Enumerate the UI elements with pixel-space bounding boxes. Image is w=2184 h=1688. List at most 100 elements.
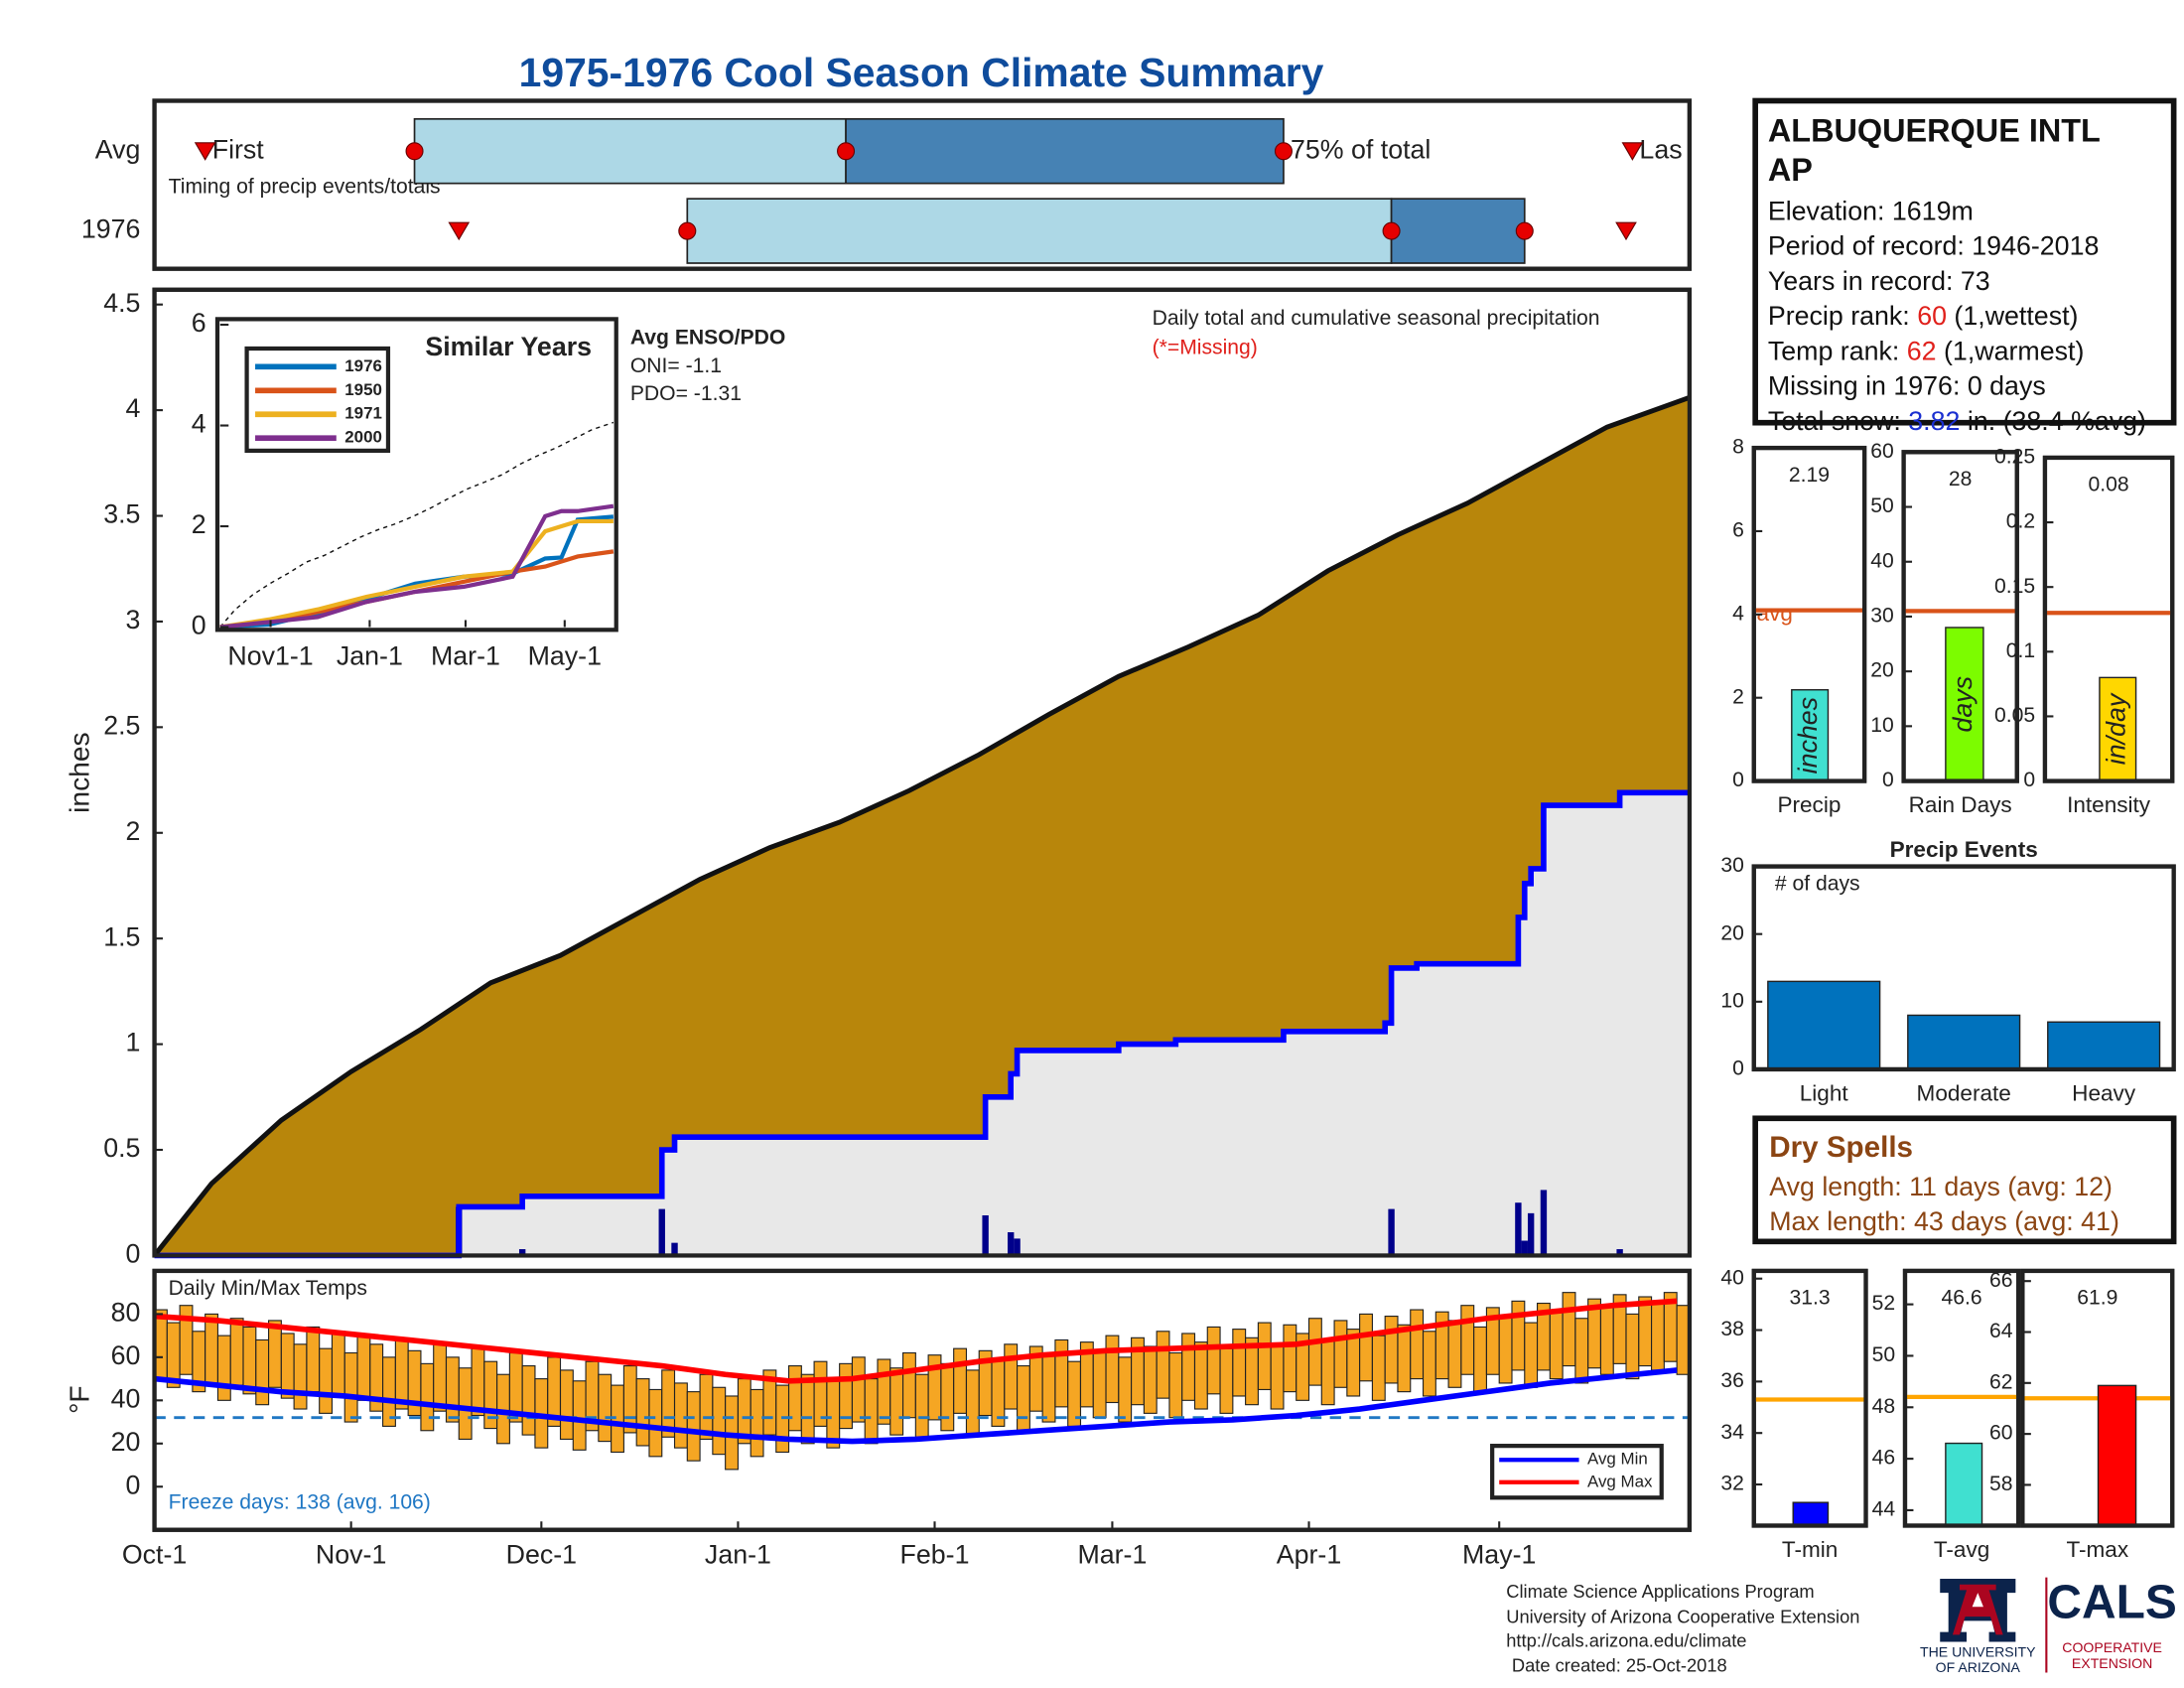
legend-box	[244, 346, 391, 454]
y-tick-label: 0.2	[2006, 510, 2035, 533]
inset-series-line	[219, 549, 614, 630]
temp-range-bar	[1447, 1320, 1462, 1388]
temp-range-bar	[648, 1388, 663, 1458]
legend-label: Avg Max	[1587, 1472, 1653, 1490]
temp-range-bar	[1384, 1316, 1399, 1384]
y-tick-label: 46	[1872, 1447, 1896, 1470]
y-tick-label: 34	[1720, 1421, 1744, 1444]
y-tick-label: 0.5	[103, 1133, 140, 1163]
x-tick-label: Light	[1800, 1080, 1849, 1105]
legend-label: 2000	[344, 428, 382, 447]
enso-title: Avg ENSO/PDO	[630, 327, 786, 350]
bar-frame	[1751, 864, 2176, 1072]
temp-range-bar	[1257, 1322, 1272, 1391]
logo-text: OF ARIZONA	[1936, 1659, 2021, 1675]
timing-dot	[1274, 142, 1293, 161]
summary-bar	[1791, 689, 1830, 782]
daily-precip-bar	[658, 1208, 665, 1256]
value-label: 2.19	[1789, 464, 1830, 487]
avg-temp-line	[154, 1298, 1678, 1384]
enso-oni: ONI= -1.1	[630, 354, 722, 377]
y-tick-label: 20	[1720, 921, 1743, 944]
y-tick-label: 44	[1872, 1498, 1896, 1521]
timing-triangle	[1621, 142, 1644, 161]
temp-range-bar	[1004, 1343, 1019, 1410]
page-title: 1975-1976 Cool Season Climate Summary	[519, 50, 1324, 95]
y-tick-label: 0.15	[1994, 575, 2035, 598]
unit-label: in/day	[2101, 692, 2130, 765]
legend-label: Avg Min	[1587, 1450, 1648, 1469]
temp-range-bar	[787, 1364, 802, 1432]
inset-frame	[214, 317, 618, 633]
y-tick-label: 80	[111, 1297, 141, 1327]
y-tick-label: 2	[1732, 685, 1744, 708]
logo-text: COOPERATIVE	[2062, 1639, 2162, 1655]
y-tick-label: 0.25	[1994, 446, 2035, 469]
y-tick-label: 0	[192, 611, 206, 640]
legend-label: 1976	[344, 356, 382, 375]
temp-range-bar	[1307, 1318, 1322, 1386]
temp-range-bar	[1156, 1331, 1170, 1399]
y-tick-label: 20	[111, 1427, 141, 1457]
temp-rank: Temp rank: 62 (1,warmest)	[1768, 335, 2160, 369]
y-tick-label: 48	[1872, 1395, 1896, 1418]
temp-range-bar	[1206, 1326, 1221, 1395]
temp-range-bar	[1270, 1343, 1285, 1410]
event-bar	[1907, 1014, 2021, 1070]
value-label: 31.3	[1790, 1287, 1831, 1310]
x-tick-label: Heavy	[2072, 1080, 2136, 1105]
value-label: 0.08	[2089, 474, 2129, 496]
y-tick-label: 0	[1882, 769, 1894, 791]
temp-range-bar	[914, 1373, 929, 1441]
y-tick-label: 3.5	[103, 499, 140, 529]
station-text: ALBUQUERQUE INTL AP Elevation: 1619m Per…	[1768, 110, 2177, 439]
summary-bar	[2099, 676, 2137, 782]
temp-range-bar	[471, 1347, 485, 1417]
temp-range-bar	[1460, 1305, 1475, 1375]
summary-bar	[1792, 1501, 1830, 1527]
avg-label: avg	[1757, 601, 1793, 626]
daily-precip-bar	[518, 1249, 526, 1256]
temp-range-bar	[1232, 1329, 1247, 1397]
y-tick-label: 0	[1732, 1057, 1744, 1080]
y-tick-label: 20	[1870, 659, 1893, 682]
temp-range-bar	[268, 1320, 282, 1388]
daily-precip-bar	[1616, 1249, 1623, 1256]
temp-range-bar	[1422, 1331, 1436, 1397]
y-tick-label: 1.5	[103, 921, 140, 951]
temp-range-bar	[1017, 1364, 1030, 1432]
temp-range-bar	[1193, 1341, 1208, 1410]
missing-days: Missing in 1976: 0 days	[1767, 371, 2046, 402]
bar-label: T-min	[1782, 1537, 1838, 1562]
temp-range-bar	[750, 1388, 764, 1458]
events-ylabel: # of days	[1775, 872, 1860, 895]
unit-label: days	[1948, 676, 1978, 733]
note: in. (38.4 %avg)	[1967, 407, 2146, 437]
y-tick-label: 62	[1989, 1370, 2012, 1393]
temp-range-bar	[851, 1356, 866, 1423]
logo-text: THE UNIVERSITY	[1920, 1643, 2036, 1659]
inset-series-line	[219, 518, 614, 630]
temp-range-bar	[1574, 1318, 1589, 1384]
temp-range-bar	[280, 1333, 295, 1399]
temp-range-bar	[1638, 1296, 1653, 1367]
bar-frame	[2042, 455, 2175, 783]
daily-precip-bar	[1007, 1232, 1015, 1256]
footer-line: University of Arizona Cooperative Extens…	[1506, 1606, 1859, 1626]
bar-frame	[1751, 445, 1867, 783]
y-tick-label: 60	[111, 1340, 141, 1370]
temp-range-bar	[343, 1351, 358, 1423]
footer-line: http://cals.arizona.edu/climate	[1506, 1629, 1746, 1650]
dry-spells-avg: Avg length: 11 days (avg: 12)	[1769, 1172, 2113, 1201]
precip-rank: Precip rank: 60 (1,wettest)	[1768, 300, 2160, 335]
station-info: ALBUQUERQUE INTL AP Elevation: 1619m Per…	[1768, 110, 2177, 439]
row-label: 1976	[81, 214, 141, 244]
y-tick-label: 64	[1989, 1320, 2013, 1342]
y-tick-label: 50	[1870, 494, 1893, 517]
y-tick-label: 40	[1720, 1266, 1743, 1289]
temp-range-bar	[1562, 1292, 1576, 1367]
temp-range-bar	[433, 1343, 448, 1412]
value-label: 61.9	[2077, 1287, 2117, 1310]
y-tick-label: 4	[1732, 602, 1744, 625]
